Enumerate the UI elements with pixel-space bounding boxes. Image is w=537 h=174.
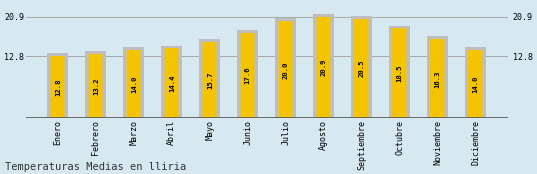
Bar xyxy=(47,53,68,118)
Text: 14.4: 14.4 xyxy=(169,75,175,92)
Text: 20.5: 20.5 xyxy=(359,60,365,77)
Bar xyxy=(351,16,372,118)
Bar xyxy=(202,42,217,118)
Text: 16.3: 16.3 xyxy=(434,70,441,88)
Bar xyxy=(465,48,486,118)
Bar xyxy=(275,18,296,118)
Bar xyxy=(165,48,179,118)
Text: 20.0: 20.0 xyxy=(283,61,289,79)
Text: 15.7: 15.7 xyxy=(207,72,213,89)
Bar xyxy=(127,50,141,118)
Bar xyxy=(393,29,407,118)
Text: 20.9: 20.9 xyxy=(321,59,326,76)
Text: Temperaturas Medias en lliria: Temperaturas Medias en lliria xyxy=(5,162,187,172)
Text: 12.8: 12.8 xyxy=(55,79,61,96)
Bar xyxy=(85,51,106,118)
Bar xyxy=(162,46,182,118)
Bar xyxy=(468,50,483,118)
Text: 17.6: 17.6 xyxy=(245,67,251,84)
Bar xyxy=(89,54,103,118)
Text: 14.0: 14.0 xyxy=(131,76,137,93)
Bar xyxy=(241,33,255,118)
Bar xyxy=(50,56,65,118)
Bar xyxy=(237,30,258,118)
Bar xyxy=(313,14,334,118)
Bar xyxy=(316,17,331,118)
Bar xyxy=(124,48,144,118)
Text: 14.0: 14.0 xyxy=(473,76,478,93)
Text: 18.5: 18.5 xyxy=(397,65,403,82)
Text: 13.2: 13.2 xyxy=(93,78,99,95)
Bar xyxy=(354,19,369,118)
Bar xyxy=(431,39,445,118)
Bar xyxy=(389,26,410,118)
Bar xyxy=(199,39,220,118)
Bar xyxy=(427,36,448,118)
Bar xyxy=(279,21,293,118)
